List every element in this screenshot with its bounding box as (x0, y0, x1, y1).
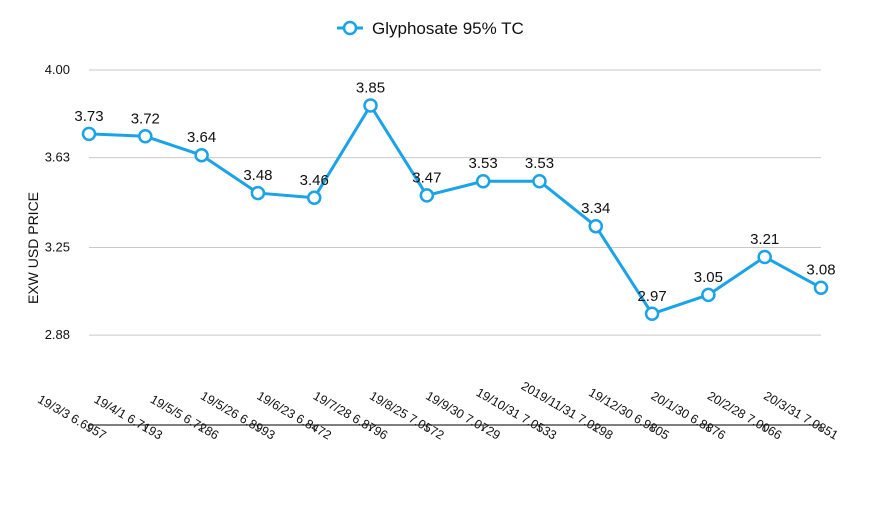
legend-label: Glyphosate 95% TC (372, 19, 524, 38)
data-label: 3.05 (694, 269, 723, 286)
data-label: 3.34 (581, 200, 610, 217)
data-label: 3.53 (525, 155, 554, 172)
y-tick-label: 3.63 (45, 150, 70, 165)
data-point (757, 249, 772, 265)
data-label: 2.97 (637, 288, 666, 305)
data-label: 3.64 (187, 129, 216, 146)
legend-marker-icon (342, 20, 358, 36)
x-tick-label: 2019/11/31 7.0298 (519, 379, 616, 443)
data-point (138, 129, 153, 144)
data-label: 3.73 (74, 108, 103, 125)
y-tick-label: 4.00 (45, 62, 70, 77)
data-point (532, 173, 547, 189)
y-tick-labels: 2.88 3.25 3.63 4.00 (45, 62, 70, 342)
data-label: 3.53 (469, 155, 498, 172)
series-line (88, 104, 822, 316)
y-tick-label: 3.25 (45, 240, 70, 255)
data-point (701, 287, 716, 303)
data-label: 3.47 (412, 169, 441, 186)
data-point (363, 98, 378, 113)
data-point (306, 190, 322, 206)
data-point (813, 280, 829, 295)
y-axis-label: EXW USD PRICE (25, 192, 41, 304)
data-point (250, 185, 266, 201)
data-label: 3.08 (806, 262, 835, 279)
series: 3.73 3.72 3.64 3.48 3.46 3.85 3.47 3.53 3.53 3.34… (74, 80, 836, 322)
data-point (588, 218, 604, 234)
legend: Glyphosate 95% TC (337, 19, 524, 38)
data-label: 3.48 (243, 167, 272, 184)
data-point (81, 126, 97, 142)
data-point (475, 173, 491, 189)
data-point (194, 147, 209, 163)
data-point (419, 188, 435, 203)
data-point (644, 306, 660, 322)
data-label: 3.21 (750, 231, 779, 248)
data-label: 3.46 (300, 172, 329, 189)
gridlines (89, 69, 821, 336)
y-tick-label: 2.88 (45, 327, 70, 342)
data-label: 3.85 (356, 80, 385, 97)
data-label: 3.72 (131, 110, 160, 127)
